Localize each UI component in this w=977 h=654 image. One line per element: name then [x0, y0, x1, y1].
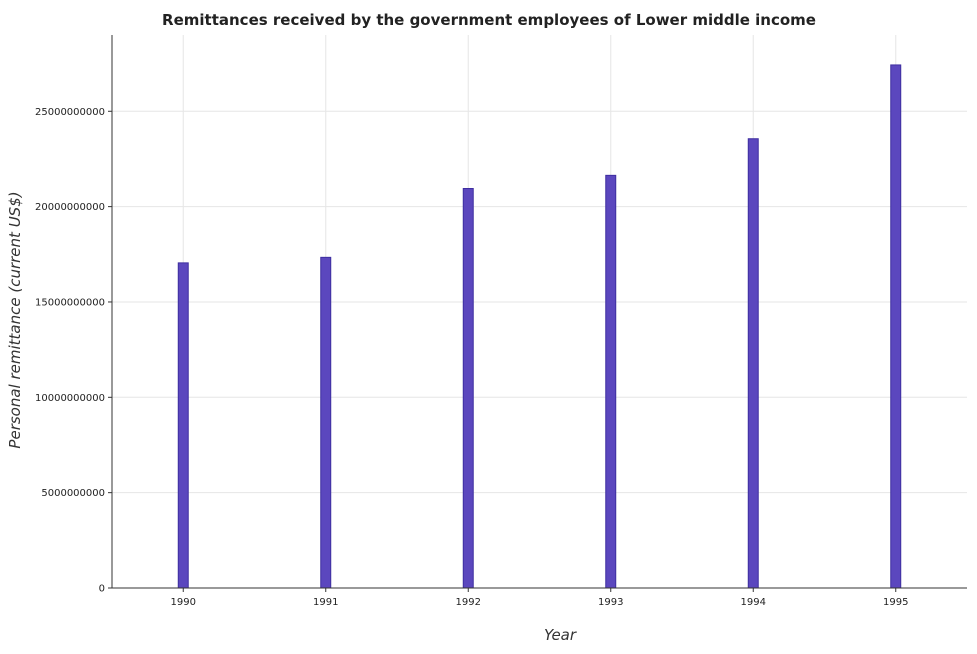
bar — [605, 174, 617, 589]
x-tick-label: 1993 — [598, 597, 623, 608]
bars — [177, 64, 902, 589]
y-tick-label: 5000000000 — [41, 488, 105, 499]
x-axis-label: Year — [544, 626, 577, 644]
bar — [320, 256, 332, 589]
tick-labels: 0 5000000000 10000000000 15000000000 2000000… — [35, 107, 908, 608]
bar — [177, 262, 189, 589]
x-tick-label: 1994 — [741, 597, 766, 608]
y-tick-label: 0 — [99, 584, 105, 595]
y-tick-label: 10000000000 — [35, 393, 105, 404]
axes — [108, 35, 967, 592]
gridlines — [112, 35, 967, 589]
x-tick-label: 1995 — [883, 597, 908, 608]
y-tick-label: 15000000000 — [35, 297, 105, 308]
bar — [462, 188, 474, 589]
x-tick-label: 1991 — [313, 597, 338, 608]
y-tick-label: 20000000000 — [35, 202, 105, 213]
x-tick-label: 1990 — [171, 597, 196, 608]
x-tick-label: 1992 — [456, 597, 481, 608]
bar — [890, 64, 902, 589]
y-axis-label: Personal remittance (current US$) — [6, 191, 24, 448]
bar — [747, 138, 759, 589]
y-tick-label: 25000000000 — [35, 107, 105, 118]
chart-title: Remittances received by the government e… — [162, 11, 816, 29]
